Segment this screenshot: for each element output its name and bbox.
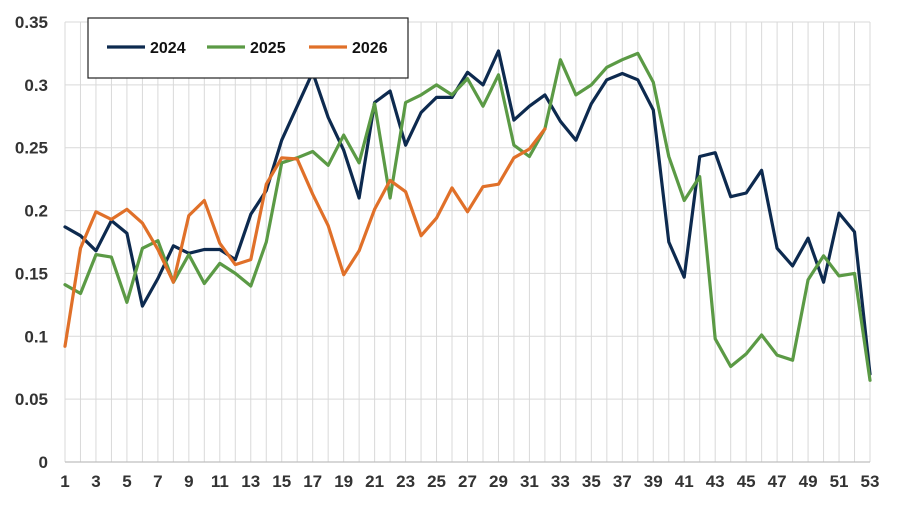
x-tick-label: 9 [184,472,193,491]
series-line-2026 [63,127,547,348]
x-tick-label: 39 [644,472,663,491]
x-tick-label: 5 [122,472,131,491]
x-tick-label: 7 [153,472,162,491]
x-tick-label: 1 [60,472,69,491]
x-tick-label: 29 [489,472,508,491]
y-tick-label: 0.05 [15,390,48,409]
y-tick-label: 0.35 [15,13,48,32]
x-tick-label: 31 [520,472,539,491]
y-tick-label: 0.15 [15,264,48,283]
x-tick-label: 43 [706,472,725,491]
x-tick-label: 23 [396,472,415,491]
x-tick-label: 35 [582,472,601,491]
series-lines [63,49,872,382]
y-tick-label: 0.1 [24,327,48,346]
x-tick-label: 11 [211,472,229,491]
y-tick-label: 0.3 [24,76,48,95]
legend-label-2026: 2026 [352,40,388,57]
x-tick-label: 45 [737,472,756,491]
legend-label-2024: 2024 [150,40,186,57]
series-line-2025 [63,51,872,382]
x-tick-label: 41 [675,472,694,491]
x-tick-label: 19 [334,472,353,491]
x-tick-label: 21 [365,472,384,491]
x-tick-label: 13 [241,472,260,491]
y-tick-label: 0.2 [24,202,48,221]
x-tick-label: 25 [427,472,446,491]
y-tick-label: 0 [39,453,48,472]
x-tick-label: 27 [458,472,477,491]
x-tick-label: 15 [272,472,291,491]
tick-labels: 00.050.10.150.20.250.30.351 3 5 7 9 11 13 15 17 1… [15,13,880,491]
legend-label-2025: 2025 [250,40,286,57]
x-tick-label: 53 [861,472,880,491]
x-tick-label: 47 [768,472,787,491]
grid [64,21,871,463]
x-tick-label: 37 [613,472,632,491]
x-tick-label: 33 [551,472,570,491]
x-tick-label: 3 [91,472,100,491]
x-tick-label: 51 [830,472,849,491]
series-line-2024 [63,49,872,376]
x-tick-label: 49 [799,472,818,491]
y-tick-label: 0.25 [15,139,48,158]
x-tick-label: 17 [303,472,322,491]
legend: 2024 2025 2026 [87,17,409,79]
